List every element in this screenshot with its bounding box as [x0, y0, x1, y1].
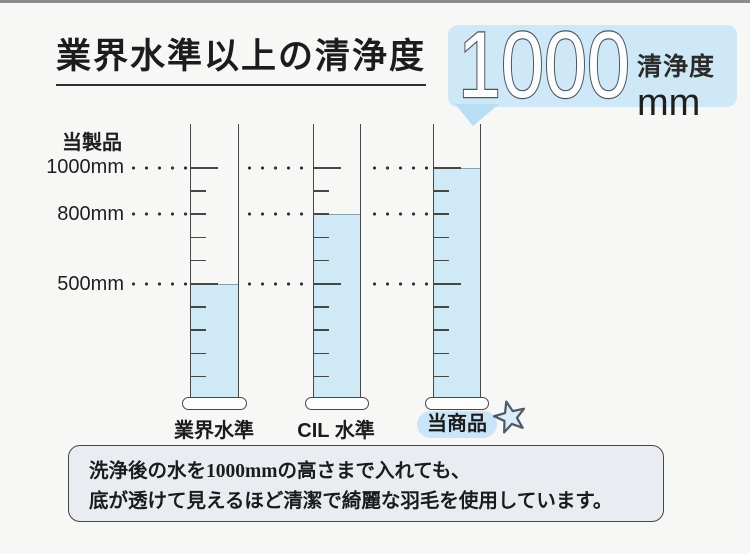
cylinder-tick-mark [314, 236, 329, 239]
badge-unit: mm [637, 82, 701, 124]
cylinder-body [433, 124, 481, 398]
cylinder-tick-mark [191, 259, 206, 262]
speech-bubble-tail-icon [455, 104, 499, 126]
category-label-industry-standard: 業界水準 [174, 420, 254, 442]
footnote-line-1: 洗浄後の水を1000mmの高さまで入れても、 [89, 461, 471, 482]
guide-dotted-line [127, 282, 188, 286]
cylinder-tick-mark [434, 283, 461, 285]
cylinder-tick-mark [434, 352, 449, 355]
badge-label: 清浄度 [637, 53, 716, 81]
cylinder-base [425, 397, 489, 410]
cylinder-tick-mark [191, 167, 218, 169]
cylinder-tick-mark [191, 375, 206, 378]
cylinder-tick-mark [314, 352, 329, 355]
cylinder-body [313, 124, 361, 398]
cylinder-tick-mark [314, 259, 329, 262]
category-label-cil-standard: CIL 水準 [297, 420, 375, 442]
cleanliness-badge: 1000 清浄度 mm [448, 25, 737, 122]
cylinder-tick-mark [434, 236, 449, 239]
footnote-box: 洗浄後の水を1000mmの高さまで入れても、 底が透けて見えるほど清潔で綺麗な羽… [68, 445, 664, 522]
axis-tick-1000mm: 1000mm [46, 156, 124, 178]
cylinder-tick-mark [434, 259, 449, 262]
cylinder-tick-mark [314, 213, 329, 215]
guide-dotted-line [127, 212, 188, 217]
guide-dotted-line [368, 166, 428, 170]
cylinder-water [191, 284, 238, 398]
cylinder-tick-mark [191, 306, 206, 308]
guide-dotted-line [243, 166, 310, 170]
cylinder-tick-mark [314, 190, 329, 192]
cylinder-body [190, 124, 239, 398]
axis-tick-800mm: 800mm [57, 203, 124, 225]
cylinder-base [305, 397, 369, 410]
cylinder-tick-mark [191, 236, 206, 239]
cylinder-base [182, 397, 247, 410]
page-title: 業界水準以上の清浄度 [56, 28, 427, 86]
cylinder-tick-mark [434, 213, 449, 215]
cylinder-tick-mark [191, 190, 206, 192]
cylinder-tick-mark [314, 283, 341, 285]
cylinder-tick-mark [434, 329, 449, 331]
cylinder-tick-mark [314, 375, 329, 378]
badge-caption: 清浄度 mm [637, 47, 715, 122]
badge-value: 1000 [458, 25, 630, 107]
axis-tick-500mm: 500mm [57, 273, 124, 295]
guide-dotted-line [243, 282, 310, 286]
badge-outline-number: 1000 [457, 25, 631, 107]
cylinder-tick-mark [434, 306, 449, 308]
cylinder-tick-mark [191, 213, 206, 215]
cylinder-tick-mark [434, 190, 449, 192]
guide-dotted-line [127, 166, 188, 170]
cylinder-tick-mark [314, 329, 329, 331]
cylinder-tick-mark [191, 352, 206, 355]
footnote-line-2: 底が透けて見えるほど清潔で綺麗な羽毛を使用しています。 [89, 491, 613, 512]
guide-dotted-line [368, 282, 428, 286]
guide-dotted-line [243, 212, 310, 217]
category-label-this-product: 当商品 [417, 411, 497, 438]
cylinder-tick-mark [314, 306, 329, 308]
guide-dotted-line [368, 212, 428, 217]
top-divider [0, 0, 750, 3]
cylinder-tick-mark [434, 375, 449, 378]
cylinder-tick-mark [314, 167, 341, 169]
cylinder-tick-mark [434, 167, 461, 169]
star-icon [492, 400, 526, 434]
axis-top-label: 当製品 [62, 132, 122, 154]
cylinder-tick-mark [191, 329, 206, 331]
cylinder-tick-mark [191, 283, 218, 285]
